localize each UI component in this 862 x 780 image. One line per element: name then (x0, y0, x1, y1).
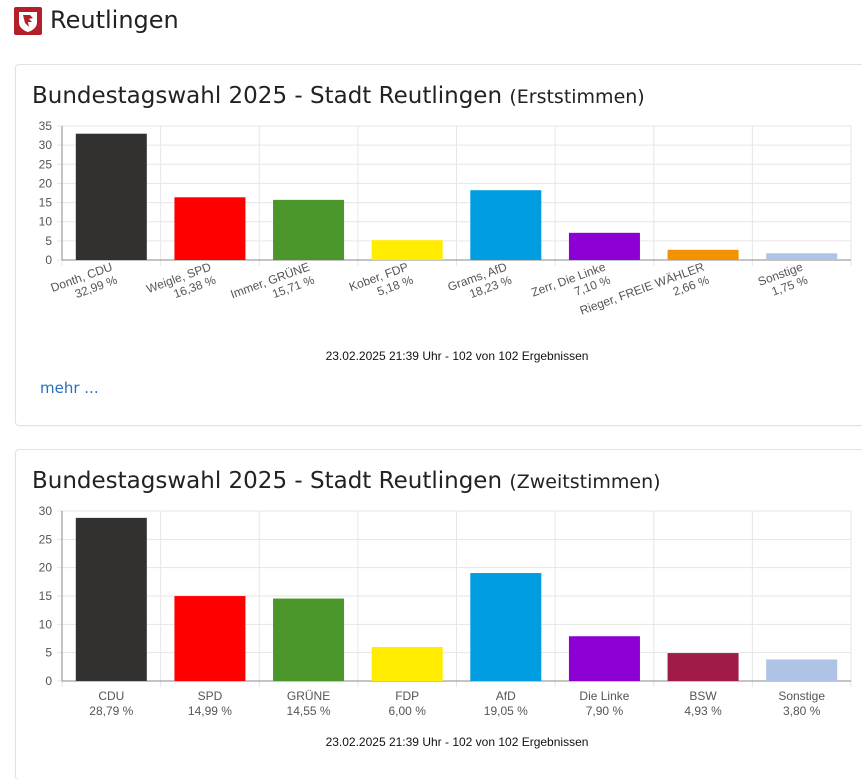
y-tick-label: 30 (39, 138, 53, 152)
chart-footnote: 23.02.2025 21:39 Uhr - 102 von 102 Ergeb… (326, 735, 589, 749)
y-tick-label: 20 (39, 561, 53, 575)
bar-4 (371, 240, 443, 260)
x-tick-label: BSW (689, 689, 717, 703)
bar-3 (273, 199, 345, 260)
bar-1 (75, 133, 147, 260)
y-tick-label: 0 (45, 253, 52, 267)
bar-3 (273, 598, 345, 681)
more-link[interactable]: mehr ... (40, 379, 99, 397)
data-label: 3,80 % (783, 704, 821, 718)
bar-8 (766, 659, 838, 681)
card-title: Bundestagswahl 2025 - Stadt Reutlingen (… (32, 468, 661, 494)
data-label: 4,93 % (684, 704, 722, 718)
result-card-zweitstimmen: Bundestagswahl 2025 - Stadt Reutlingen (… (15, 449, 862, 780)
y-tick-label: 30 (39, 504, 53, 518)
bar-7 (667, 249, 739, 260)
bar-8 (766, 253, 838, 260)
data-label: 7,90 % (586, 704, 624, 718)
bar-5 (470, 190, 542, 260)
site-header: Reutlingen (0, 0, 862, 44)
x-tick-label: AfD (496, 689, 516, 703)
x-tick-label: GRÜNE (287, 689, 330, 703)
data-label: 28,79 % (89, 704, 133, 718)
card-title-subtitle: (Erststimmen) (509, 86, 645, 108)
y-tick-label: 10 (39, 617, 53, 631)
x-tick-label: CDU (98, 689, 124, 703)
bar-6 (568, 636, 640, 681)
y-tick-label: 0 (45, 674, 52, 688)
bar-7 (667, 653, 739, 681)
x-tick-label: Die Linke (579, 689, 629, 703)
y-tick-label: 35 (39, 119, 53, 133)
data-label: 14,55 % (287, 704, 331, 718)
data-label: 14,99 % (188, 704, 232, 718)
y-tick-label: 10 (39, 215, 53, 229)
chart-footnote: 23.02.2025 21:39 Uhr - 102 von 102 Ergeb… (326, 349, 589, 363)
bar-5 (470, 573, 542, 681)
bar-1 (75, 517, 147, 681)
x-tick-label: SPD (198, 689, 223, 703)
x-tick-label: FDP (395, 689, 419, 703)
y-tick-label: 20 (39, 176, 53, 190)
y-tick-label: 25 (39, 157, 53, 171)
result-card-erststimmen: Bundestagswahl 2025 - Stadt Reutlingen (… (15, 64, 862, 426)
city-crest-icon[interactable] (14, 7, 42, 35)
card-title-main: Bundestagswahl 2025 - Stadt Reutlingen (32, 468, 503, 494)
data-label: 6,00 % (389, 704, 427, 718)
bar-4 (371, 647, 443, 681)
y-tick-label: 5 (45, 234, 52, 248)
y-tick-label: 15 (39, 589, 53, 603)
card-title-subtitle: (Zweitstimmen) (509, 471, 661, 493)
card-title: Bundestagswahl 2025 - Stadt Reutlingen (… (32, 83, 645, 109)
y-tick-label: 15 (39, 196, 53, 210)
card-title-main: Bundestagswahl 2025 - Stadt Reutlingen (32, 83, 503, 109)
y-tick-label: 5 (45, 646, 52, 660)
bar-2 (174, 596, 246, 681)
data-label: 19,05 % (484, 704, 528, 718)
site-title[interactable]: Reutlingen (50, 6, 179, 34)
bar-2 (174, 197, 246, 260)
y-tick-label: 25 (39, 532, 53, 546)
x-tick-label: Sonstige (778, 689, 825, 703)
bar-6 (568, 232, 640, 260)
